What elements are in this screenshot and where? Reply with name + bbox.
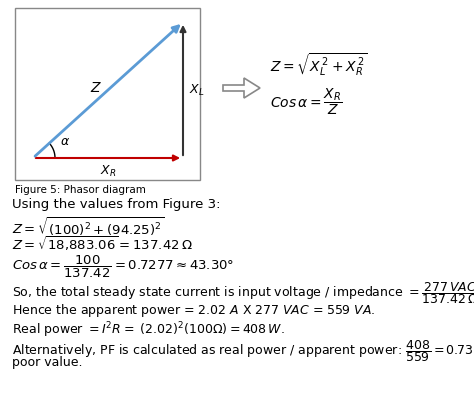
Text: $Z = \sqrt{18{,}883.06} = 137.42\,\Omega$: $Z = \sqrt{18{,}883.06} = 137.42\,\Omega… [12,234,193,253]
Text: $X_L$: $X_L$ [189,83,204,98]
Text: Using the values from Figure 3:: Using the values from Figure 3: [12,198,220,211]
Text: $\alpha$: $\alpha$ [60,135,70,148]
Text: $Z = \sqrt{X_L^{\,2} + X_R^{\,2}}$: $Z = \sqrt{X_L^{\,2} + X_R^{\,2}}$ [270,52,368,78]
Text: Alternatively, PF is calculated as real power / apparent power: $\dfrac{408}{559: Alternatively, PF is calculated as real … [12,338,474,364]
Text: So, the total steady state current is input voltage / impedance $= \dfrac{277\,V: So, the total steady state current is in… [12,280,474,306]
Text: $Z = \sqrt{(100)^2 + (94.25)^2}$: $Z = \sqrt{(100)^2 + (94.25)^2}$ [12,216,164,238]
Text: Z: Z [90,81,100,95]
Text: $Cos\,\alpha = \dfrac{100}{137.42} = 0.7277 \approx 43.30°$: $Cos\,\alpha = \dfrac{100}{137.42} = 0.7… [12,254,234,280]
Text: Real power $= I^2R =$ $(2.02)^2(100\Omega) = 408\,W.$: Real power $= I^2R =$ $(2.02)^2(100\Omeg… [12,320,285,339]
Text: $Cos\,\alpha = \dfrac{X_R}{Z}$: $Cos\,\alpha = \dfrac{X_R}{Z}$ [270,87,343,117]
Text: Hence the apparent power = 2.02 $A$ X 277 $VAC$ = 559 $VA$.: Hence the apparent power = 2.02 $A$ X 27… [12,302,375,319]
Text: poor value.: poor value. [12,356,82,369]
FancyBboxPatch shape [15,8,200,180]
Polygon shape [223,78,260,98]
Text: Figure 5: Phasor diagram: Figure 5: Phasor diagram [15,185,146,195]
Text: $X_R$: $X_R$ [100,164,116,179]
